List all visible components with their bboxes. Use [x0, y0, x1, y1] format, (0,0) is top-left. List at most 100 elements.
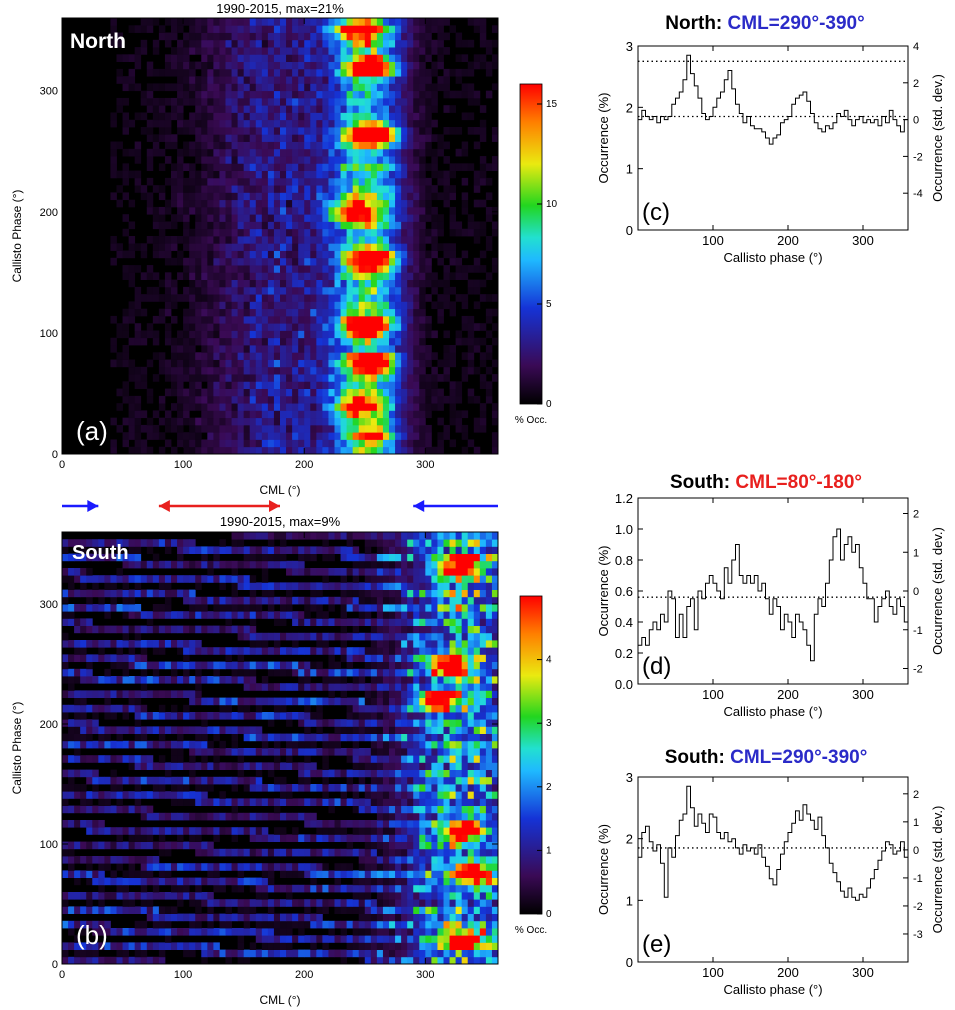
heatmap-cell: [219, 156, 226, 164]
heatmap-cell: [177, 740, 184, 749]
heatmap-cell: [316, 432, 323, 440]
heatmap-cell: [455, 424, 463, 433]
heatmap-cell: [286, 892, 293, 900]
heatmap-cell: [413, 185, 420, 193]
heatmap-cell: [201, 199, 208, 208]
heatmap-cell: [213, 221, 220, 230]
heatmap-cell: [80, 733, 87, 742]
heatmap-cell: [128, 119, 136, 128]
heatmap-cell: [389, 148, 396, 157]
heatmap-cell: [461, 323, 469, 331]
heatmap-cell: [304, 61, 311, 70]
heatmap-cell: [461, 841, 469, 850]
heatmap-cell: [189, 39, 196, 48]
heatmap-cell: [352, 446, 360, 454]
heatmap-cell: [273, 446, 281, 454]
heatmap-cell: [122, 127, 130, 135]
heatmap-cell: [437, 769, 444, 778]
heatmap-cell: [467, 899, 475, 907]
heatmap-cell: [395, 381, 402, 389]
heatmap-cell: [437, 942, 444, 950]
heatmap-cell: [328, 410, 335, 419]
heatmap-cell: [431, 243, 438, 251]
heatmap-cell: [407, 388, 414, 397]
heatmap-cell: [364, 906, 372, 914]
heatmap-cell: [134, 920, 142, 929]
heatmap-cell: [116, 776, 123, 785]
heatmap-cell: [352, 388, 360, 397]
heatmap-cell: [376, 863, 384, 871]
heatmap-cell: [419, 740, 426, 749]
heatmap-cell: [310, 432, 317, 440]
heatmap-cell: [443, 935, 450, 943]
heatmap-cell: [158, 877, 166, 886]
heatmap-cell: [219, 863, 226, 871]
heatmap-cell: [243, 286, 251, 295]
heatmap-cell: [171, 54, 178, 62]
heatmap-cell: [183, 863, 190, 871]
heatmap-cell: [407, 206, 414, 215]
heatmap-cell: [116, 805, 123, 814]
heatmap-cell: [261, 83, 269, 92]
heatmap-cell: [237, 97, 245, 106]
heatmap-cell: [267, 403, 275, 411]
heatmap-cell: [334, 97, 341, 106]
heatmap-cell: [473, 791, 481, 799]
heatmap-cell: [122, 956, 130, 964]
heatmap-cell: [358, 892, 366, 900]
heatmap-cell: [146, 834, 154, 842]
heatmap-cell: [110, 784, 117, 792]
heatmap-cell: [316, 294, 323, 302]
heatmap-cell: [104, 733, 111, 742]
heatmap-cell: [322, 68, 329, 77]
heatmap-cell: [177, 410, 184, 419]
heatmap-cell: [334, 221, 341, 230]
heatmap-cell: [443, 762, 450, 770]
heatmap-cell: [401, 863, 408, 871]
heatmap-cell: [104, 877, 111, 886]
heatmap-cell: [431, 250, 438, 259]
heatmap-cell: [171, 257, 178, 266]
heatmap-cell: [395, 119, 402, 128]
heatmap-cell: [491, 877, 498, 886]
heatmap-cell: [201, 32, 208, 41]
heatmap-cell: [243, 315, 251, 324]
heatmap-cell: [358, 97, 366, 106]
heatmap-cell: [419, 76, 426, 84]
heatmap-cell: [237, 870, 245, 878]
heatmap-cell: [231, 762, 239, 770]
heatmap-cell: [419, 286, 426, 295]
heatmap-cell: [249, 18, 257, 26]
heatmap-cell: [467, 90, 475, 99]
heatmap-cell: [86, 920, 93, 929]
heatmap-cell: [280, 791, 287, 799]
heatmap-cell: [189, 294, 196, 302]
heatmap-cell: [298, 395, 305, 404]
heatmap-cell: [183, 214, 190, 222]
heatmap-cell: [158, 192, 166, 201]
heatmap-cell: [407, 221, 414, 230]
heatmap-cell: [249, 381, 257, 389]
heatmap-cell: [304, 250, 311, 259]
heatmap-cell: [461, 769, 469, 778]
heatmap-cell: [177, 359, 184, 368]
heatmap-cell: [395, 352, 402, 360]
heatmap-cell: [243, 47, 251, 55]
heatmap-cell: [395, 265, 402, 273]
heatmap-cell: [382, 199, 390, 208]
heatmap-cell: [479, 410, 487, 419]
heatmap-cell: [431, 769, 438, 778]
heatmap-cell: [413, 956, 420, 964]
heatmap-cell: [273, 323, 281, 331]
x-tick-label: 200: [295, 459, 313, 471]
heatmap-cell: [243, 221, 251, 230]
heatmap-cell: [364, 250, 372, 259]
heatmap-cell: [479, 105, 487, 113]
heatmap-cell: [382, 381, 390, 389]
heatmap-cell: [473, 848, 481, 857]
heatmap-cell: [310, 863, 317, 871]
heatmap-cell: [164, 127, 172, 135]
heatmap-cell: [364, 798, 372, 806]
heatmap-cell: [158, 68, 166, 77]
heatmap-cell: [280, 141, 287, 150]
